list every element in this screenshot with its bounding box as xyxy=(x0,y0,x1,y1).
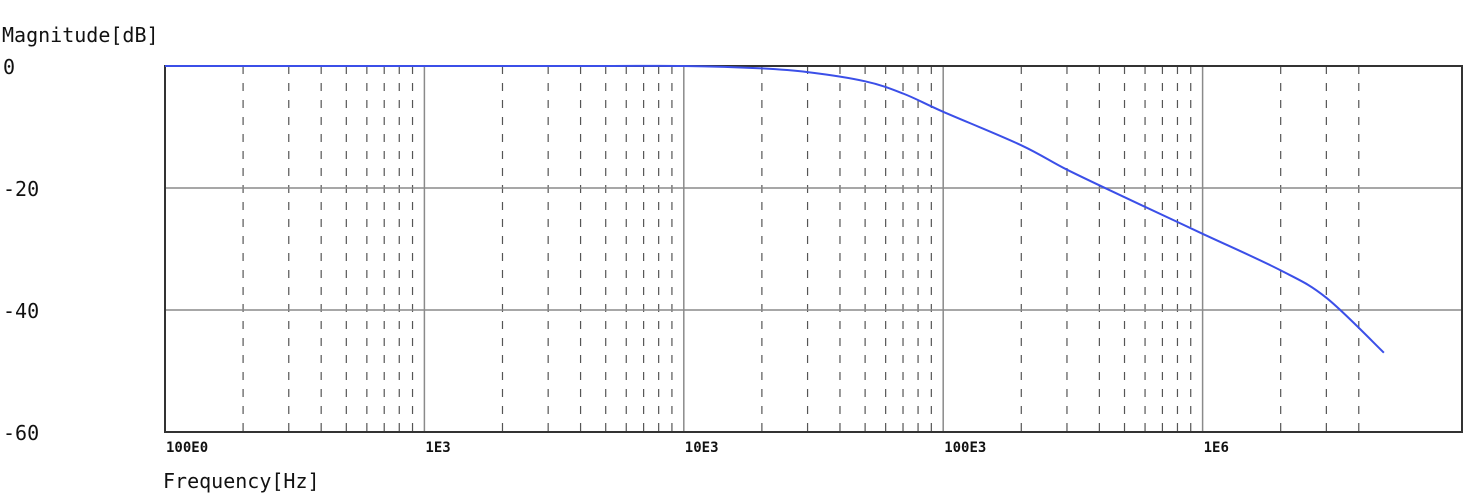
plot-frame xyxy=(164,65,1463,433)
y-tick-label: 0 xyxy=(3,55,15,79)
magnitude-line xyxy=(165,64,1385,354)
x-tick-labels: 100E0 1E3 10E3 100E3 1E6 xyxy=(166,440,1229,456)
x-tick-label: 10E3 xyxy=(685,440,719,456)
x-tick-label: 100E3 xyxy=(944,440,986,456)
minor-gridlines xyxy=(242,66,1360,432)
y-tick-label: -20 xyxy=(3,177,39,201)
x-tick-label: 1E3 xyxy=(425,440,450,456)
major-gridlines xyxy=(164,65,1462,433)
y-axis-label: Magnitude[dB] xyxy=(2,23,159,47)
x-tick-label: 100E0 xyxy=(166,440,208,456)
y-tick-label: -40 xyxy=(3,299,39,323)
x-tick-label: 1E6 xyxy=(1204,440,1229,456)
y-tick-labels: 0 -20 -40 -60 xyxy=(3,55,39,445)
y-tick-label: -60 xyxy=(3,421,39,445)
x-axis-label: Frequency[Hz] xyxy=(163,469,320,493)
